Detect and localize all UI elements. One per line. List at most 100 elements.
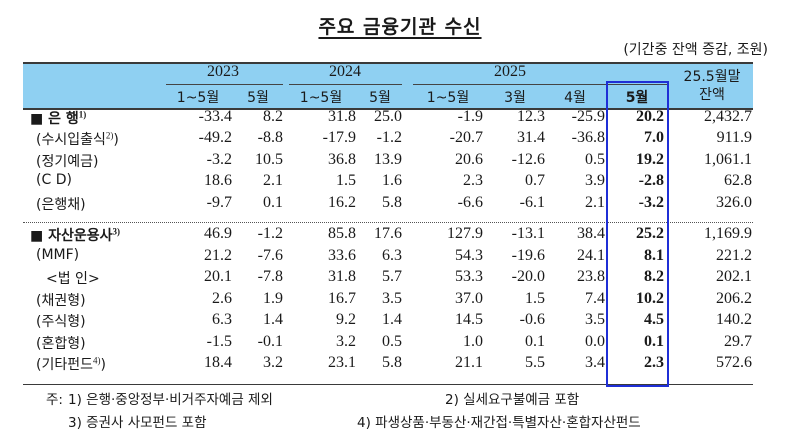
value-cell: 0.1 xyxy=(644,333,664,350)
period-header: 5월 xyxy=(369,90,391,106)
value-cell: -9.7 xyxy=(206,194,232,211)
value-cell: -20.7 xyxy=(449,129,483,146)
row-label: (C D) xyxy=(36,172,72,188)
value-cell: 0.0 xyxy=(585,333,605,350)
balance-cell: 2,432.7 xyxy=(704,108,752,125)
value-cell: 5.5 xyxy=(525,354,545,371)
value-cell: 17.6 xyxy=(374,225,402,242)
value-cell: -33.4 xyxy=(198,108,232,125)
row-label-text: (주식형) xyxy=(36,314,86,330)
table-bottom-rule xyxy=(23,384,753,385)
table-header xyxy=(23,62,753,110)
value-cell: 2.1 xyxy=(585,194,605,211)
value-cell: 31.4 xyxy=(517,129,545,146)
value-cell: -1.9 xyxy=(457,108,483,125)
balance-cell: 221.2 xyxy=(716,247,752,264)
table-row: (은행채) -9.7 0.1 16.2 5.8 -6.6 -6.1 2.1 -3.2 326.0 xyxy=(0,194,800,215)
value-cell: -25.9 xyxy=(571,108,605,125)
value-cell: 20.1 xyxy=(204,268,232,285)
row-label: (기타펀드4)) xyxy=(36,354,106,374)
value-cell: 31.8 xyxy=(328,108,356,125)
value-cell: 1.4 xyxy=(382,311,402,328)
table-row: ■ 자산운용사3) 46.9 -1.2 85.8 17.6 127.9 -13.1 38.4 2… xyxy=(0,225,800,246)
note-2: 2) 실세요구불예금 포함 xyxy=(445,392,580,408)
value-cell: 46.9 xyxy=(204,225,232,242)
value-cell: 21.2 xyxy=(204,247,232,264)
year-2023: 2023 xyxy=(207,63,239,80)
period-header: 1~5월 xyxy=(299,90,343,106)
table-row: ■ 은 행1) -33.4 8.2 31.8 25.0 -1.9 12.3 -25.9 20.2… xyxy=(0,108,800,129)
value-cell: 127.9 xyxy=(447,225,483,242)
value-cell: 10.2 xyxy=(636,290,664,307)
unit-note: (기간중 잔액 증감, 조원) xyxy=(623,42,768,58)
value-cell: 3.4 xyxy=(585,354,605,371)
balance-cell: 1,169.9 xyxy=(704,225,752,242)
balance-cell: 29.7 xyxy=(724,333,752,350)
year-2025: 2025 xyxy=(494,63,526,80)
value-cell: -20.0 xyxy=(511,268,545,285)
table-row: <법 인> 20.1 -7.8 31.8 5.7 53.3 -20.0 23.8 8.2 202.… xyxy=(0,268,800,289)
row-label: ■ 자산운용사3) xyxy=(30,225,120,245)
value-cell: 19.2 xyxy=(636,151,664,168)
value-cell: 4.5 xyxy=(644,311,664,328)
value-cell: 3.2 xyxy=(336,333,356,350)
table-row: (채권형) 2.6 1.9 16.7 3.5 37.0 1.5 7.4 10.2 206.2 xyxy=(0,290,800,311)
row-label: (채권형) xyxy=(36,290,86,310)
table-row: (기타펀드4)) 18.4 3.2 23.1 5.8 21.1 5.5 3.4 2.3 572.6 xyxy=(0,354,800,375)
value-cell: -0.1 xyxy=(257,333,283,350)
year-2024: 2024 xyxy=(329,63,361,80)
table-row: (수시입출식2)) -49.2 -8.8 -17.9 -1.2 -20.7 31.4 -36.… xyxy=(0,129,800,150)
value-cell: 1.5 xyxy=(336,172,356,189)
value-cell: 85.8 xyxy=(328,225,356,242)
section-divider xyxy=(23,222,753,223)
balance-cell: 202.1 xyxy=(716,268,752,285)
value-cell: 2.1 xyxy=(263,172,283,189)
value-cell: 6.3 xyxy=(212,311,232,328)
value-cell: 3.2 xyxy=(263,354,283,371)
value-cell: 7.0 xyxy=(644,129,664,146)
row-label: (주식형) xyxy=(36,311,86,331)
value-cell: -17.9 xyxy=(322,129,356,146)
value-cell: 24.1 xyxy=(577,247,605,264)
period-header: 3월 xyxy=(504,90,526,106)
value-cell: 36.8 xyxy=(328,151,356,168)
value-cell: 25.2 xyxy=(636,225,664,242)
value-cell: 1.0 xyxy=(463,333,483,350)
value-cell: 20.6 xyxy=(455,151,483,168)
value-cell: 8.1 xyxy=(644,247,664,264)
value-cell: 13.9 xyxy=(374,151,402,168)
period-header: 4월 xyxy=(564,90,586,106)
row-label: (은행채) xyxy=(36,194,86,214)
period-header: 5월 xyxy=(247,90,269,106)
value-cell: 54.3 xyxy=(455,247,483,264)
row-label-text: (채권형) xyxy=(36,293,86,309)
value-cell: -2.8 xyxy=(638,172,664,189)
balance-cell: 326.0 xyxy=(716,194,752,211)
table-row: (MMF) 21.2 -7.6 33.6 6.3 54.3 -19.6 24.1 8.1 221.… xyxy=(0,247,800,268)
row-label: (수시입출식2)) xyxy=(36,129,119,149)
year-divider-2023 xyxy=(166,84,283,85)
value-cell: 18.6 xyxy=(204,172,232,189)
year-divider-2025 xyxy=(413,84,667,85)
value-cell: 16.2 xyxy=(328,194,356,211)
value-cell: 37.0 xyxy=(455,290,483,307)
balance-cell: 572.6 xyxy=(716,354,752,371)
balance-cell: 62.8 xyxy=(724,172,752,189)
value-cell: 12.3 xyxy=(517,108,545,125)
table-title: 주요 금융기관 수신 xyxy=(318,16,482,38)
row-label: (혼합형) xyxy=(36,333,86,353)
value-cell: -1.2 xyxy=(257,225,283,242)
table-row: (주식형) 6.3 1.4 9.2 1.4 14.5 -0.6 3.5 4.5 140.2 xyxy=(0,311,800,332)
highlight-box-may-2025 xyxy=(606,81,669,387)
value-cell: 1.4 xyxy=(263,311,283,328)
row-label-text: (C D) xyxy=(36,172,72,188)
value-cell: 0.1 xyxy=(525,333,545,350)
value-cell: 21.1 xyxy=(455,354,483,371)
value-cell: 14.5 xyxy=(455,311,483,328)
row-label-text: (MMF) xyxy=(36,247,80,263)
value-cell: 5.8 xyxy=(382,194,402,211)
period-header: 1~5월 xyxy=(176,90,220,106)
value-cell: -6.6 xyxy=(457,194,483,211)
note-1: 1) 은행·중앙정부·비거주자예금 제외 xyxy=(68,392,273,408)
value-cell: 9.2 xyxy=(336,311,356,328)
